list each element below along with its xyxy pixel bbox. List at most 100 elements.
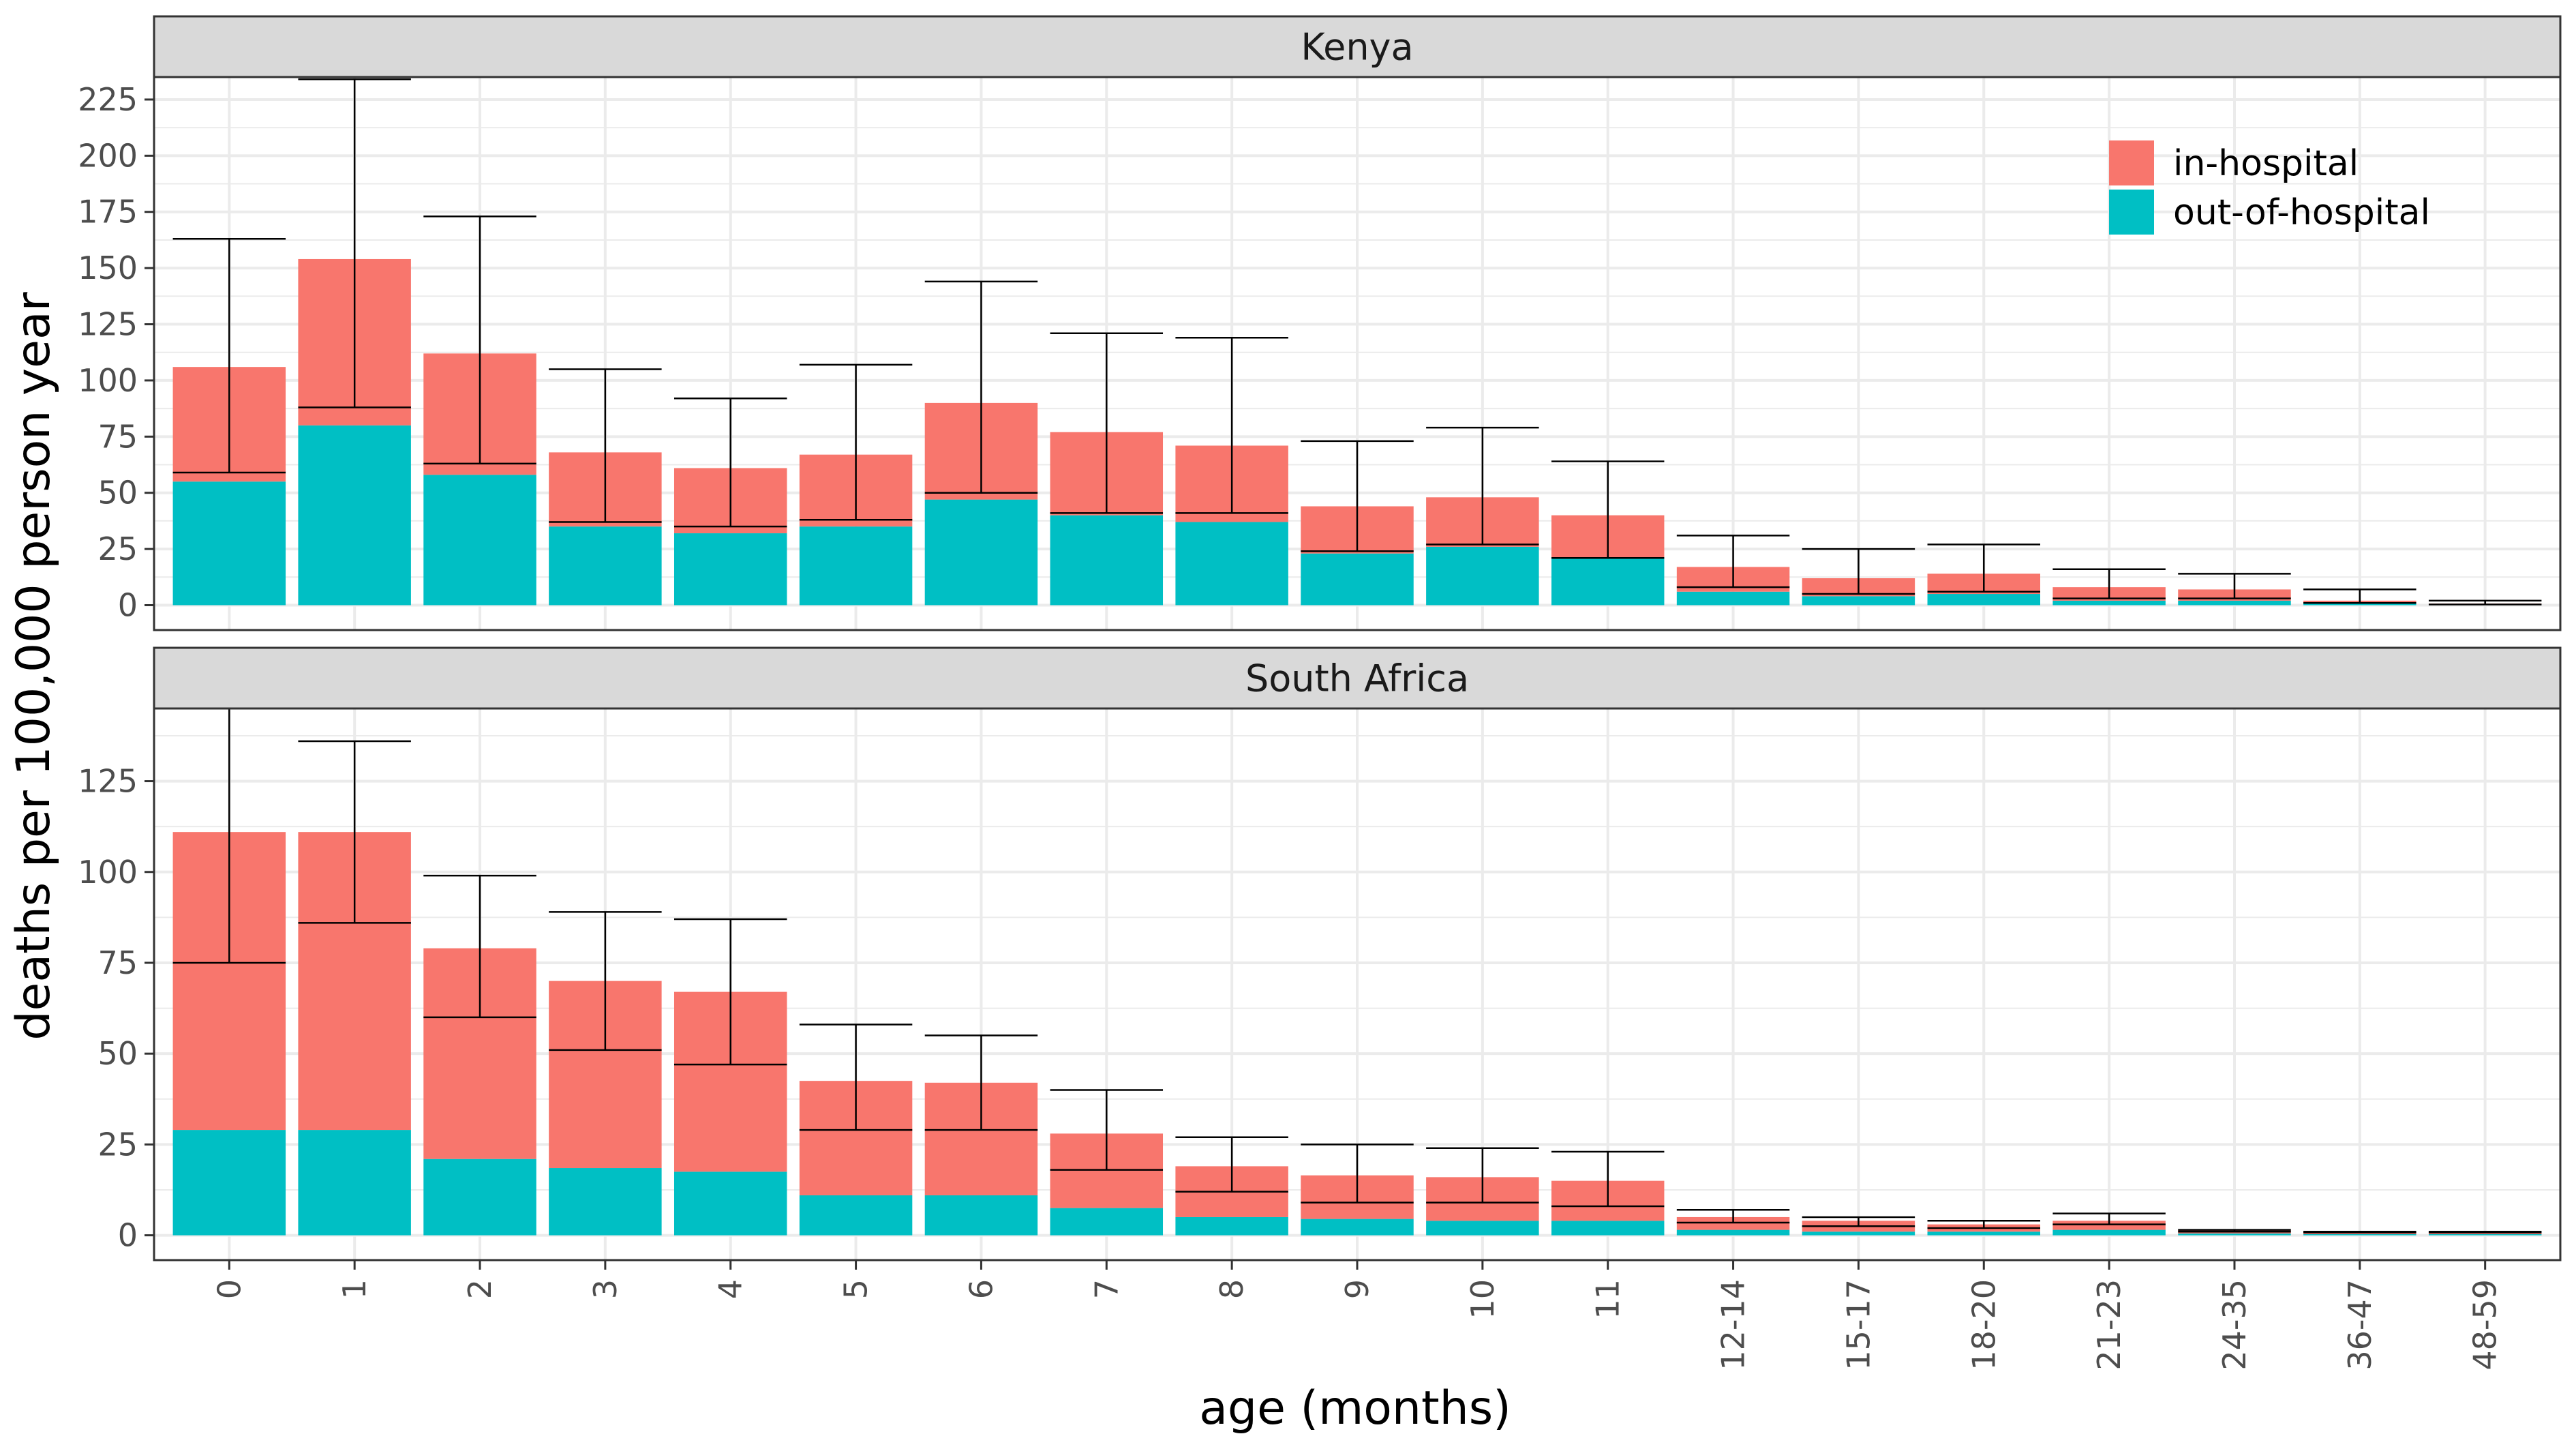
x-tick-label: 8 xyxy=(1213,1279,1250,1299)
x-axis-title: age (months) xyxy=(1199,1381,1511,1435)
errorbar xyxy=(2178,573,2291,599)
errorbar xyxy=(1301,440,1414,552)
panels: Kenya 0 25 50 75 100 125 150 175 200 225 South Afri… xyxy=(78,15,2562,1261)
x-tick-label: 7 xyxy=(1088,1279,1125,1299)
bar-out-of-hospital xyxy=(1551,558,1665,606)
y-tick-label: 75 xyxy=(97,418,138,455)
errorbar xyxy=(2428,1231,2542,1234)
x-tick-label: 2 xyxy=(461,1279,498,1299)
bar-out-of-hospital xyxy=(298,425,411,606)
y-tick-label: 50 xyxy=(97,1035,138,1072)
bar-out-of-hospital xyxy=(2052,1229,2166,1236)
x-axis-ticks: 0 1 2 3 4 5 6 7 8 9 10 11 12-14 15-17 18-20 21-23 24-35 3… xyxy=(211,1260,2504,1371)
legend-key xyxy=(2109,190,2154,235)
errorbar xyxy=(2052,568,2166,599)
y-tick-label: 125 xyxy=(78,763,138,800)
errorbar xyxy=(549,911,662,1051)
x-tick-label: 3 xyxy=(587,1279,624,1299)
errorbar xyxy=(423,215,536,465)
errorbar xyxy=(799,1024,913,1131)
bar-out-of-hospital xyxy=(423,1159,536,1236)
legend: in-hospital out-of-hospital xyxy=(2109,140,2430,235)
x-tick-label: 10 xyxy=(1464,1279,1501,1319)
y-tick-label: 175 xyxy=(78,194,138,230)
x-tick-label: 11 xyxy=(1590,1279,1626,1319)
y-tick-label: 50 xyxy=(97,475,138,511)
x-tick-label: 36-47 xyxy=(2342,1279,2378,1371)
errorbar xyxy=(2052,1212,2166,1225)
bar-out-of-hospital xyxy=(1802,596,1915,606)
y-tick-label: 25 xyxy=(97,531,138,567)
errorbar xyxy=(298,740,411,924)
legend-key xyxy=(2109,140,2154,185)
x-tick-label: 0 xyxy=(211,1279,247,1299)
bar-out-of-hospital xyxy=(1802,1231,1915,1236)
x-tick-label: 21-23 xyxy=(2091,1279,2127,1371)
bar-out-of-hospital xyxy=(1050,1208,1164,1236)
x-tick-label: 48-59 xyxy=(2467,1279,2504,1371)
y-tick-label: 125 xyxy=(78,306,138,343)
y-axis-title: deaths per 100,000 person year xyxy=(7,292,61,1040)
errorbar xyxy=(924,1034,1038,1131)
errorbar xyxy=(1426,426,1539,546)
errorbar xyxy=(1802,548,1915,595)
bar-out-of-hospital xyxy=(172,1130,286,1236)
legend-entry: in-hospital xyxy=(2109,140,2359,185)
errorbar xyxy=(2178,1229,2291,1233)
errorbar xyxy=(1551,460,1665,559)
strip-title: Kenya xyxy=(1301,26,1413,69)
x-tick-label: 5 xyxy=(838,1279,875,1299)
bar-in-hospital xyxy=(1676,1216,1790,1230)
errorbar xyxy=(1175,337,1288,514)
bar-out-of-hospital xyxy=(1301,553,1414,606)
errorbar xyxy=(549,368,662,523)
x-tick-label: 15-17 xyxy=(1840,1279,1877,1371)
errorbar xyxy=(924,280,1038,494)
bar-out-of-hospital xyxy=(549,1168,662,1236)
x-tick-label: 24-35 xyxy=(2216,1279,2253,1371)
errorbar xyxy=(1050,1089,1164,1171)
errorbar xyxy=(1551,1150,1665,1208)
legend-entry: out-of-hospital xyxy=(2109,190,2430,235)
errorbar xyxy=(799,363,913,521)
bar-out-of-hospital xyxy=(799,526,913,606)
errorbar xyxy=(1426,1147,1539,1204)
errorbar xyxy=(172,238,286,474)
errorbar xyxy=(423,874,536,1019)
errorbar xyxy=(2303,1231,2416,1234)
bar-out-of-hospital xyxy=(298,1130,411,1236)
panel-kenya: Kenya 0 25 50 75 100 125 150 175 200 225 xyxy=(78,15,2562,631)
bar-out-of-hospital xyxy=(924,1195,1038,1236)
bar-out-of-hospital xyxy=(2428,1234,2542,1236)
bar-out-of-hospital xyxy=(2303,603,2416,606)
bar-out-of-hospital xyxy=(924,499,1038,606)
strip-background xyxy=(153,15,2562,78)
bar-out-of-hospital xyxy=(172,481,286,606)
x-tick-label: 9 xyxy=(1339,1279,1376,1299)
bar-out-of-hospital xyxy=(1676,1229,1790,1236)
bar-out-of-hospital xyxy=(673,1171,787,1236)
bar-out-of-hospital xyxy=(799,1195,913,1236)
errorbar xyxy=(1175,1136,1288,1193)
y-tick-label: 25 xyxy=(97,1126,138,1163)
errorbar xyxy=(1301,1144,1414,1204)
errorbar xyxy=(2428,599,2542,606)
bar-out-of-hospital xyxy=(2178,600,2291,606)
bar-out-of-hospital xyxy=(1676,591,1790,606)
bar-out-of-hospital xyxy=(673,533,787,606)
x-tick-label: 6 xyxy=(963,1279,999,1299)
errorbar xyxy=(298,78,411,408)
legend-label: out-of-hospital xyxy=(2173,192,2430,233)
errorbar xyxy=(1802,1216,1915,1227)
errorbar xyxy=(1676,535,1790,588)
errorbar xyxy=(2303,588,2416,604)
x-tick-label: 12-14 xyxy=(1715,1279,1752,1371)
panel-south-africa: South Africa 0 25 50 75 100 125 xyxy=(78,646,2562,1261)
y-tick-label: 0 xyxy=(118,1217,138,1254)
bar-out-of-hospital xyxy=(1426,546,1539,606)
bar-out-of-hospital xyxy=(1551,1221,1665,1236)
legend-label: in-hospital xyxy=(2173,143,2359,184)
y-tick-label: 100 xyxy=(78,362,138,399)
bar-out-of-hospital xyxy=(2303,1234,2416,1236)
